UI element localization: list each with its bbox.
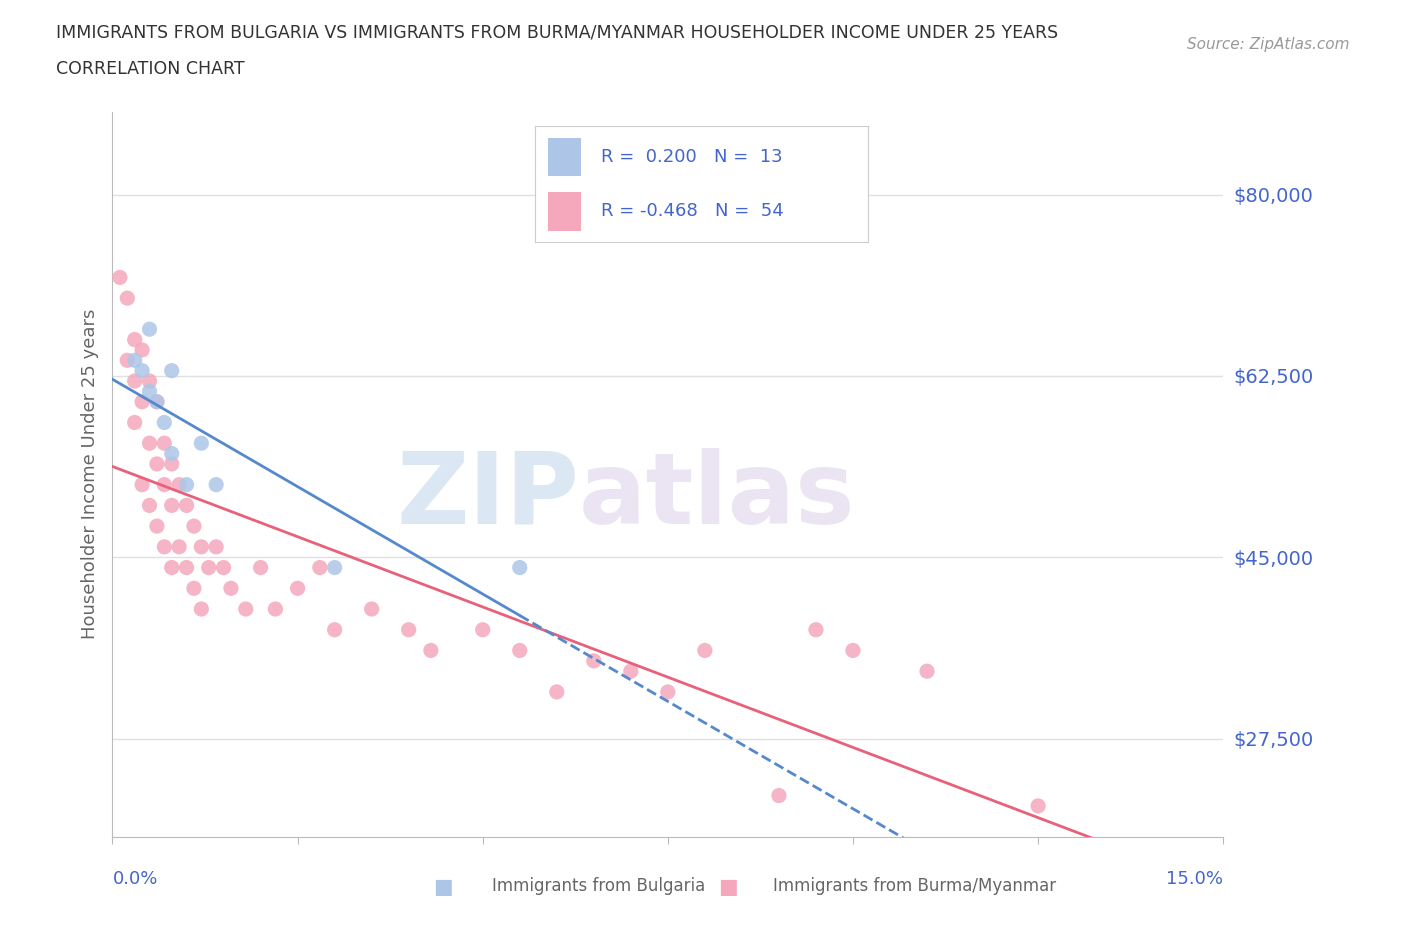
Point — [419, 643, 441, 658]
Point — [190, 436, 212, 451]
Point — [323, 560, 346, 575]
Point — [131, 364, 153, 379]
Point — [190, 539, 212, 554]
Point — [804, 622, 827, 637]
Point — [212, 560, 235, 575]
Point — [546, 684, 568, 699]
Point — [176, 560, 198, 575]
Point — [160, 560, 183, 575]
Point — [657, 684, 679, 699]
Point — [146, 394, 169, 409]
Point — [131, 477, 153, 492]
Point — [219, 581, 242, 596]
Text: Source: ZipAtlas.com: Source: ZipAtlas.com — [1187, 37, 1350, 52]
Point — [842, 643, 865, 658]
Text: Immigrants from Burma/Myanmar: Immigrants from Burma/Myanmar — [773, 877, 1056, 895]
Point — [323, 622, 346, 637]
Point — [582, 654, 605, 669]
Text: Immigrants from Bulgaria: Immigrants from Bulgaria — [492, 877, 706, 895]
Point — [509, 643, 531, 658]
Point — [190, 602, 212, 617]
Point — [153, 415, 176, 430]
Point — [138, 374, 160, 389]
Text: 0.0%: 0.0% — [112, 870, 157, 887]
Point — [360, 602, 382, 617]
Point — [176, 477, 198, 492]
Point — [146, 394, 169, 409]
Point — [131, 394, 153, 409]
Point — [693, 643, 716, 658]
Point — [160, 364, 183, 379]
Point — [160, 498, 183, 512]
Point — [153, 477, 176, 492]
Point — [1026, 799, 1049, 814]
Point — [108, 270, 131, 285]
Point — [235, 602, 257, 617]
Point — [153, 436, 176, 451]
Point — [117, 291, 139, 306]
Point — [146, 457, 169, 472]
Point — [124, 352, 146, 367]
Point — [124, 415, 146, 430]
Point — [197, 560, 219, 575]
Text: ■: ■ — [718, 877, 738, 897]
Point — [146, 519, 169, 534]
Point — [509, 560, 531, 575]
Point — [138, 498, 160, 512]
Text: ZIP: ZIP — [396, 447, 579, 545]
Point — [205, 539, 228, 554]
Y-axis label: Householder Income Under 25 years: Householder Income Under 25 years — [80, 309, 98, 640]
Point — [167, 539, 190, 554]
Point — [153, 539, 176, 554]
Point — [167, 477, 190, 492]
Point — [183, 519, 205, 534]
Point — [160, 457, 183, 472]
Point — [471, 622, 494, 637]
Point — [138, 322, 160, 337]
Text: ■: ■ — [433, 877, 453, 897]
Point — [308, 560, 330, 575]
Point — [398, 622, 420, 637]
Point — [249, 560, 271, 575]
Point — [131, 342, 153, 357]
Text: 15.0%: 15.0% — [1166, 870, 1223, 887]
Point — [264, 602, 287, 617]
Text: CORRELATION CHART: CORRELATION CHART — [56, 60, 245, 78]
Point — [138, 384, 160, 399]
Point — [138, 436, 160, 451]
Point — [620, 664, 643, 679]
Point — [287, 581, 309, 596]
Text: atlas: atlas — [579, 447, 856, 545]
Point — [768, 788, 790, 803]
Point — [117, 352, 139, 367]
Point — [915, 664, 938, 679]
Point — [176, 498, 198, 512]
Point — [205, 477, 228, 492]
Point — [124, 332, 146, 347]
Point — [183, 581, 205, 596]
Point — [124, 374, 146, 389]
Point — [160, 446, 183, 461]
Text: IMMIGRANTS FROM BULGARIA VS IMMIGRANTS FROM BURMA/MYANMAR HOUSEHOLDER INCOME UND: IMMIGRANTS FROM BULGARIA VS IMMIGRANTS F… — [56, 23, 1059, 41]
